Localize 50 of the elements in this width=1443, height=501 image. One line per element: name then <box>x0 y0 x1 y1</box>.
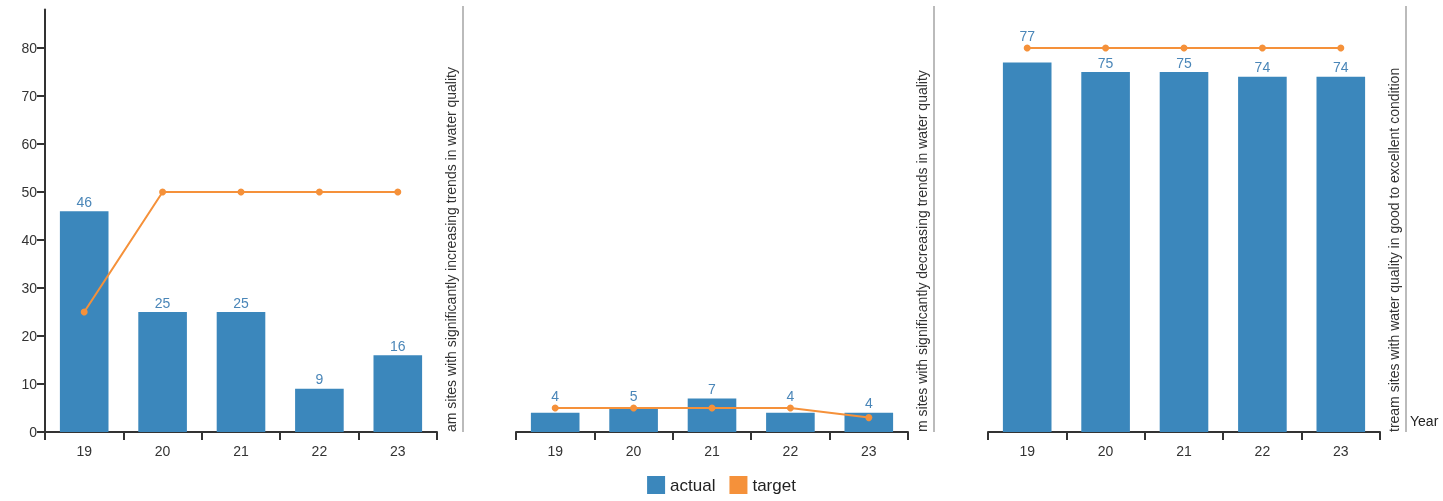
y-tick-label: 60 <box>21 136 38 152</box>
x-tick-label: 22 <box>311 443 328 459</box>
bar <box>373 355 423 432</box>
data-label: 9 <box>315 371 324 388</box>
x-axis-title: Year <box>1410 413 1439 429</box>
bar <box>295 388 344 432</box>
data-label: 46 <box>76 193 93 210</box>
bar <box>216 312 266 432</box>
legend-label: target <box>752 475 797 495</box>
y-tick-label: 0 <box>29 424 38 440</box>
data-label: 25 <box>233 294 249 311</box>
data-label: 75 <box>1176 54 1192 71</box>
data-label: 77 <box>1019 27 1036 44</box>
x-tick-label: 20 <box>1097 443 1114 459</box>
x-tick-label: 23 <box>1333 443 1349 459</box>
data-label: 4 <box>551 387 560 404</box>
y-tick-label: 80 <box>21 40 38 56</box>
x-tick-label: 20 <box>154 443 171 459</box>
data-label: 75 <box>1097 54 1114 71</box>
y-tick-label: 70 <box>21 88 38 104</box>
x-tick-label: 21 <box>233 443 249 459</box>
data-label: 74 <box>1254 59 1271 76</box>
data-label: 25 <box>154 294 171 311</box>
data-label: 5 <box>629 387 638 404</box>
bar <box>59 211 109 432</box>
x-tick-label: 19 <box>76 443 93 459</box>
x-tick-label: 22 <box>782 443 799 459</box>
y-tick-label: 30 <box>21 280 38 296</box>
data-label: 4 <box>786 387 795 404</box>
bar <box>138 312 187 432</box>
text: am sites with significantly increasing trends in water quality <box>443 67 459 432</box>
x-tick-label: 21 <box>1176 443 1192 459</box>
x-tick-label: 23 <box>390 443 406 459</box>
x-tick-label: 23 <box>861 443 877 459</box>
y-tick-label: 20 <box>21 328 38 344</box>
y-tick-label: 10 <box>21 376 38 392</box>
x-tick-label: 22 <box>1254 443 1271 459</box>
x-tick-label: 21 <box>704 443 720 459</box>
data-label: 16 <box>390 337 406 354</box>
text: m sites with significantly decreasing trends in water quality <box>914 70 930 432</box>
x-tick-label: 19 <box>547 443 564 459</box>
y-tick-label: 40 <box>21 232 38 248</box>
text: tream sites with water quality in good to excellent condition <box>1386 67 1402 432</box>
y-tick-label: 50 <box>21 184 38 200</box>
x-tick-label: 20 <box>625 443 642 459</box>
data-label: 4 <box>864 395 873 412</box>
legend-label: actual <box>670 475 716 495</box>
data-label: 74 <box>1333 59 1349 76</box>
data-label: 7 <box>708 380 717 397</box>
x-tick-label: 19 <box>1019 443 1036 459</box>
